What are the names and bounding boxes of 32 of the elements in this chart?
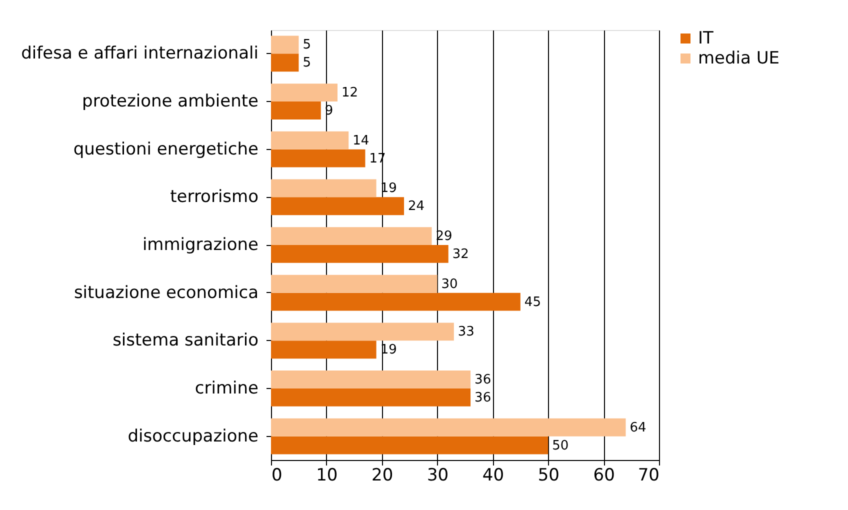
- y-tick-label: crimine: [194, 378, 258, 398]
- data-label: 33: [458, 324, 474, 340]
- x-tick-label: 20: [372, 466, 394, 486]
- x-tick-label: 0: [272, 466, 282, 486]
- y-tick-label: disoccupazione: [128, 426, 258, 446]
- data-label: 24: [408, 199, 425, 214]
- y-tick-label: terrorismo: [170, 187, 258, 208]
- y-tick-label: sistema sanitario: [112, 330, 258, 351]
- x-tick-label: 10: [316, 466, 338, 486]
- y-tick-label: questioni energetiche: [73, 139, 258, 160]
- data-label: 14: [352, 133, 370, 148]
- data-label: 64: [630, 420, 646, 436]
- x-tick-label: 60: [593, 466, 615, 486]
- x-tick-label: 40: [482, 466, 504, 486]
- y-tick-label: protezione ambiente: [82, 92, 258, 112]
- data-label: 12: [342, 86, 358, 101]
- data-label: 5: [302, 56, 311, 71]
- y-tick-label: immigrazione: [142, 235, 258, 255]
- data-label: 45: [524, 294, 541, 310]
- y-tick-label: difesa e affari internazionali: [21, 44, 258, 64]
- legend-label: IT: [698, 28, 714, 48]
- x-tick-label: 30: [426, 466, 449, 486]
- legend-label: media UE: [698, 48, 780, 68]
- x-tick-label: 70: [638, 466, 660, 486]
- data-label: 36: [474, 372, 492, 388]
- data-label: 32: [452, 246, 469, 262]
- y-tick-label: situazione economica: [74, 282, 258, 303]
- data-label: 30: [441, 276, 458, 292]
- x-tick-label: 50: [538, 466, 560, 486]
- data-label: 50: [552, 438, 569, 454]
- data-label: 5: [302, 38, 311, 53]
- data-label: 36: [474, 390, 492, 406]
